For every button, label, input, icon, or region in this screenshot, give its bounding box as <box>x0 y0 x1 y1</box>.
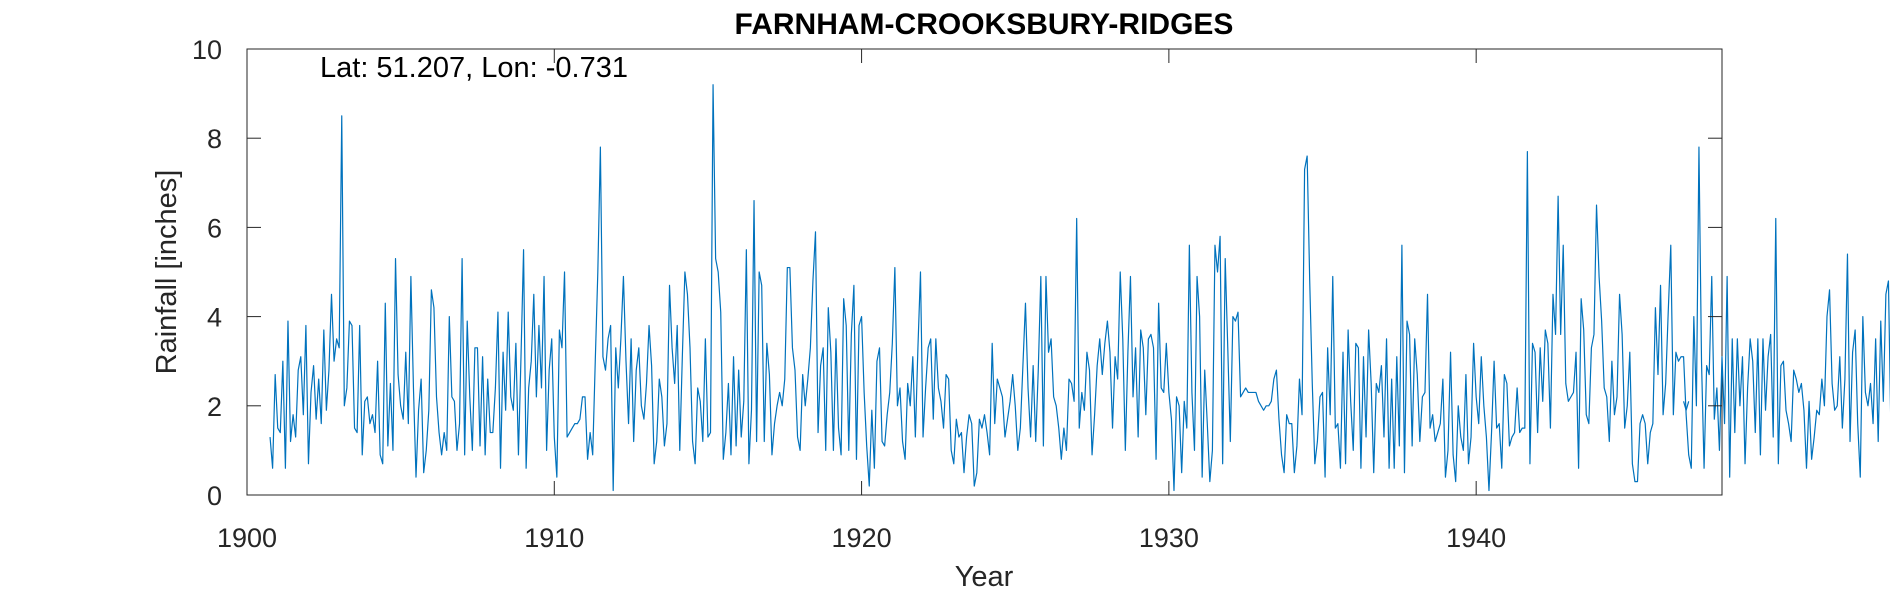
x-tick-label-1900: 1900 <box>217 523 277 553</box>
x-tick-label-1920: 1920 <box>832 523 892 553</box>
y-tick-label-4: 4 <box>207 303 222 333</box>
rainfall-series-line-2 <box>1683 401 1690 411</box>
x-tick-label-1940: 1940 <box>1446 523 1506 553</box>
x-axis-label: Year <box>955 561 1014 591</box>
x-tick-label-1910: 1910 <box>524 523 584 553</box>
y-tick-label-8: 8 <box>207 124 222 154</box>
chart-title: FARNHAM-CROOKSBURY-RIDGES <box>735 8 1234 41</box>
series-layer <box>269 84 1890 492</box>
y-tick-label-6: 6 <box>207 213 222 243</box>
y-axis-label: Rainfall [inches] <box>151 170 183 375</box>
y-tick-label-10: 10 <box>192 35 222 65</box>
y-tick-label-0: 0 <box>207 481 222 511</box>
location-annotation: Lat: 51.207, Lon: -0.731 <box>320 52 628 84</box>
rainfall-series-line-1 <box>269 84 1890 492</box>
y-tick-label-2: 2 <box>207 392 222 422</box>
plot-area <box>246 48 1723 496</box>
y-axis: 0 2 4 6 8 10 <box>192 35 1722 511</box>
x-tick-label-1930: 1930 <box>1139 523 1199 553</box>
x-axis: 1900 1910 1920 1930 1940 <box>217 49 1506 553</box>
